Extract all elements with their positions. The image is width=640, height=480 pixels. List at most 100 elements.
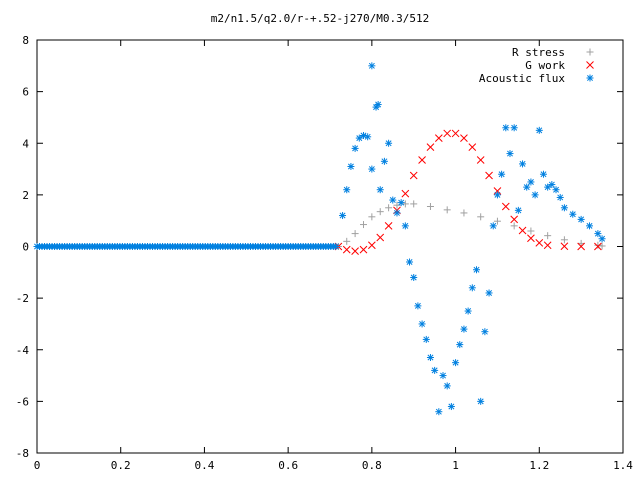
point-acoustic-flux (523, 183, 531, 191)
point-acoustic-flux (506, 150, 514, 158)
legend-label: Acoustic flux (479, 72, 565, 85)
point-r-stress (359, 221, 367, 229)
axis-ticks: 0 0.2 0.4 0.6 0.8 1 1.2 1.4 8 6 4 2 0 -2 -4 -6 -8 (16, 34, 634, 472)
point-acoustic-flux (548, 181, 556, 189)
point-acoustic-flux (586, 222, 594, 230)
legend-marker (586, 74, 594, 82)
point-acoustic-flux (560, 204, 568, 212)
x-tick-label: 1 (452, 459, 459, 472)
point-g-work (376, 233, 385, 242)
point-r-stress (598, 242, 606, 250)
point-acoustic-flux (464, 307, 472, 315)
point-acoustic-flux (569, 210, 577, 218)
point-acoustic-flux (343, 186, 351, 194)
point-acoustic-flux (556, 193, 564, 201)
y-tick-label: -4 (16, 344, 30, 357)
point-acoustic-flux (447, 403, 455, 411)
point-acoustic-flux (498, 170, 506, 178)
point-r-stress (510, 222, 518, 230)
point-acoustic-flux (460, 325, 468, 333)
y-tick-label: 8 (22, 34, 29, 47)
x-tick-label: 0 (34, 459, 41, 472)
x-tick-label: 0.8 (362, 459, 382, 472)
point-acoustic-flux (374, 101, 382, 109)
point-acoustic-flux (422, 335, 430, 343)
point-acoustic-flux (364, 133, 372, 141)
point-g-work (527, 234, 535, 243)
point-acoustic-flux (531, 191, 539, 199)
y-tick-label: 0 (22, 241, 29, 254)
point-acoustic-flux (397, 199, 405, 207)
point-acoustic-flux (385, 139, 393, 147)
x-tick-label: 0.6 (278, 459, 298, 472)
y-tick-label: -6 (16, 395, 29, 408)
point-acoustic-flux (426, 353, 434, 361)
point-acoustic-flux (510, 124, 518, 132)
point-acoustic-flux (493, 191, 501, 199)
point-acoustic-flux (489, 222, 497, 230)
point-g-work (543, 241, 552, 250)
point-r-stress (460, 209, 468, 217)
point-acoustic-flux (435, 408, 443, 416)
point-acoustic-flux (552, 186, 560, 194)
point-acoustic-flux (418, 320, 426, 328)
legend-item-acoustic-flux: Acoustic flux (479, 72, 594, 85)
chart-marks (33, 62, 606, 416)
point-g-work (468, 143, 477, 151)
legend-marker (586, 48, 594, 56)
point-g-work (384, 221, 393, 230)
point-g-work (460, 134, 468, 142)
point-g-work (409, 171, 418, 180)
point-r-stress (385, 204, 393, 212)
point-acoustic-flux (519, 160, 527, 168)
point-g-work (577, 242, 585, 251)
point-acoustic-flux (473, 266, 480, 274)
point-acoustic-flux (468, 284, 476, 292)
y-tick-label: -2 (16, 292, 29, 305)
y-tick-label: 2 (22, 189, 29, 202)
point-g-work (351, 247, 359, 255)
point-g-work (443, 129, 452, 138)
point-g-work (510, 215, 519, 224)
point-acoustic-flux (439, 372, 447, 380)
point-g-work (518, 226, 527, 235)
y-tick-label: 6 (22, 86, 29, 99)
point-acoustic-flux (431, 366, 439, 374)
point-acoustic-flux (376, 186, 384, 194)
point-acoustic-flux (389, 196, 397, 204)
point-acoustic-flux (414, 302, 422, 310)
legend-label: R stress (512, 46, 565, 59)
point-acoustic-flux (577, 215, 585, 223)
legend-item-r-stress: R stress (512, 46, 594, 59)
point-g-work (451, 129, 460, 138)
point-acoustic-flux (368, 62, 376, 70)
point-acoustic-flux (347, 162, 355, 170)
point-r-stress (527, 227, 535, 235)
y-tick-label: 4 (22, 137, 29, 150)
point-g-work (426, 143, 435, 151)
point-acoustic-flux (368, 165, 376, 173)
point-g-work (594, 242, 602, 251)
point-g-work (493, 187, 502, 195)
legend-marker (586, 61, 594, 69)
point-acoustic-flux (477, 397, 485, 405)
point-acoustic-flux (332, 243, 340, 250)
point-g-work (485, 171, 493, 180)
point-g-work (560, 242, 569, 251)
point-r-stress (368, 213, 376, 221)
point-acoustic-flux (339, 212, 347, 220)
point-acoustic-flux (456, 341, 464, 349)
series-acoustic-flux (33, 62, 606, 416)
x-tick-label: 1.4 (613, 459, 633, 472)
point-g-work (434, 134, 443, 142)
legend-item-g-work: G work (525, 59, 594, 72)
point-r-stress (376, 208, 384, 216)
point-r-stress (410, 200, 418, 208)
point-acoustic-flux (406, 258, 414, 266)
point-acoustic-flux (443, 382, 451, 390)
point-acoustic-flux (535, 126, 543, 134)
point-g-work (476, 156, 485, 164)
point-acoustic-flux (452, 359, 460, 367)
point-acoustic-flux (502, 124, 510, 132)
